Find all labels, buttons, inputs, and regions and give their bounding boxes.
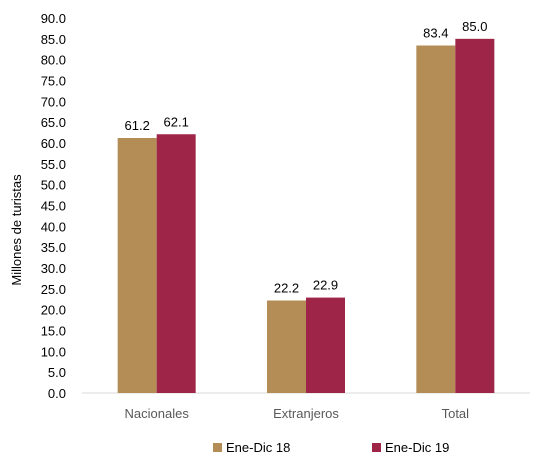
- y-tick-label: 85.0: [41, 32, 66, 47]
- bar: [156, 134, 196, 393]
- y-tick-label: 35.0: [41, 240, 66, 255]
- y-tick-label: 20.0: [41, 303, 66, 318]
- bars: [117, 38, 495, 393]
- y-tick-label: 30.0: [41, 261, 66, 276]
- legend-label: Ene-Dic 18: [226, 440, 290, 455]
- data-label: 22.9: [313, 278, 338, 293]
- legend-swatch: [372, 443, 381, 452]
- y-tick-label: 60.0: [41, 136, 66, 151]
- y-tick-label: 50.0: [41, 178, 66, 193]
- y-tick-label: 65.0: [41, 115, 66, 130]
- y-axis-title: Millones de turistas: [9, 174, 24, 286]
- bar: [267, 300, 306, 393]
- y-tick-label: 40.0: [41, 219, 66, 234]
- category-label: Extranjeros: [273, 406, 339, 421]
- category-label: Total: [442, 406, 470, 421]
- y-tick-label: 80.0: [41, 53, 66, 68]
- y-tick-label: 0.0: [48, 386, 66, 401]
- y-tick-label: 45.0: [41, 199, 66, 214]
- bar: [416, 45, 456, 393]
- data-label: 85.0: [462, 19, 487, 34]
- data-label: 83.4: [423, 26, 448, 41]
- data-labels: 61.2 62.1 22.2 22.9 83.4 85.0: [125, 19, 488, 296]
- data-label: 22.2: [274, 281, 299, 296]
- y-tick-label: 70.0: [41, 94, 66, 109]
- y-tick-label: 15.0: [41, 324, 66, 339]
- category-label: Nacionales: [125, 406, 190, 421]
- legend-label: Ene-Dic 19: [385, 440, 449, 455]
- data-label: 61.2: [125, 118, 150, 133]
- y-axis-ticks: 0.0 5.0 10.0 15.0 20.0 25.0 30.0 35.0 40.0 45.0 50…: [41, 11, 66, 401]
- legend-swatch: [213, 443, 222, 452]
- bar: [117, 138, 157, 393]
- bar: [455, 38, 495, 393]
- y-tick-label: 10.0: [41, 344, 66, 359]
- data-label: 62.1: [164, 114, 189, 129]
- legend: Ene-Dic 18 Ene-Dic 19: [213, 440, 449, 455]
- y-tick-label: 55.0: [41, 157, 66, 172]
- y-tick-label: 5.0: [48, 365, 66, 380]
- y-tick-label: 90.0: [41, 11, 66, 26]
- bar: [306, 297, 345, 393]
- y-tick-label: 75.0: [41, 74, 66, 89]
- category-labels: Nacionales Extranjeros Total: [125, 406, 470, 421]
- y-tick-label: 25.0: [41, 282, 66, 297]
